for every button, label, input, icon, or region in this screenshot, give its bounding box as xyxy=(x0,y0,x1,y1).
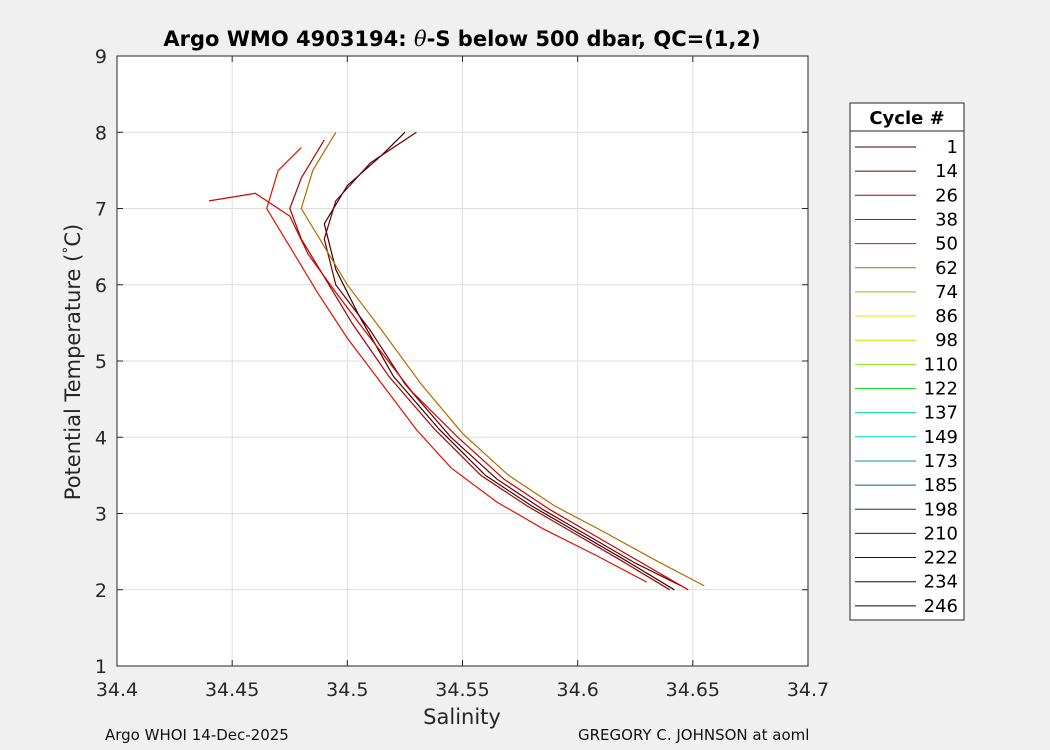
legend-title: Cycle # xyxy=(869,108,944,129)
legend-label-110: 110 xyxy=(924,354,958,375)
legend-label-198: 198 xyxy=(924,499,958,520)
legend-label-62: 62 xyxy=(935,258,958,279)
legend: Cycle # 1 14 26 38 50 62 74 86 98 110 122 137 149 173… xyxy=(849,102,965,621)
x-axis-label: Salinity xyxy=(423,705,501,729)
legend-label-246: 246 xyxy=(924,596,958,617)
x-tick-label: 34.55 xyxy=(435,679,489,701)
legend-label-122: 122 xyxy=(924,379,958,400)
legend-label-26: 26 xyxy=(935,185,958,206)
x-tick-label: 34.7 xyxy=(787,679,829,701)
legend-label-137: 137 xyxy=(924,403,958,424)
profile-line-cycle-14 xyxy=(323,131,682,587)
profile-line-cycle-26 xyxy=(289,139,671,591)
y-tick-label: 6 xyxy=(95,275,107,297)
y-tick-label: 4 xyxy=(95,427,107,449)
y-axis-label: Potential Temperature (°C) xyxy=(61,224,85,500)
profile-line-cycle-50 xyxy=(266,147,648,583)
footer-right: GREGORY C. JOHNSON at aoml xyxy=(578,726,810,744)
y-tick-label: 9 xyxy=(95,46,107,68)
profiles xyxy=(209,131,705,591)
grid xyxy=(117,56,808,666)
legend-label-210: 210 xyxy=(924,523,958,544)
x-tick-label: 34.5 xyxy=(326,679,368,701)
chart-title: Argo WMO 4903194: θ-S below 500 dbar, QC… xyxy=(163,27,760,51)
legend-label-50: 50 xyxy=(935,234,958,255)
y-tick-label: 5 xyxy=(95,351,107,373)
x-tick-label: 34.6 xyxy=(557,679,599,701)
legend-label-173: 173 xyxy=(924,451,958,472)
legend-label-149: 149 xyxy=(924,427,958,448)
y-tick-label: 2 xyxy=(95,580,107,602)
legend-label-98: 98 xyxy=(935,330,958,351)
x-tick-label: 34.4 xyxy=(96,679,138,701)
profile-line-cycle-1 xyxy=(323,131,675,591)
y-tick-label: 8 xyxy=(95,122,107,144)
legend-label-234: 234 xyxy=(924,572,958,593)
x-tick-label: 34.45 xyxy=(205,679,259,701)
profile-line-cycle-38 xyxy=(209,192,689,591)
legend-label-1: 1 xyxy=(947,137,958,158)
y-tick-label: 1 xyxy=(95,656,107,678)
profile-line-cycle-62 xyxy=(300,131,705,587)
legend-label-38: 38 xyxy=(935,209,958,230)
legend-label-14: 14 xyxy=(935,161,958,182)
y-tick-label: 3 xyxy=(95,504,107,526)
legend-label-185: 185 xyxy=(924,475,958,496)
axis-ticks: 34.4 34.45 34.5 34.55 34.6 34.65 34.7 1 2 3 4 5 6 7 8 9 xyxy=(95,46,829,701)
footer-left: Argo WHOI 14-Dec-2025 xyxy=(105,726,289,744)
x-tick-label: 34.65 xyxy=(666,679,720,701)
y-tick-label: 7 xyxy=(95,199,107,221)
legend-label-86: 86 xyxy=(935,306,958,327)
legend-label-222: 222 xyxy=(924,548,958,569)
legend-label-74: 74 xyxy=(935,282,958,303)
